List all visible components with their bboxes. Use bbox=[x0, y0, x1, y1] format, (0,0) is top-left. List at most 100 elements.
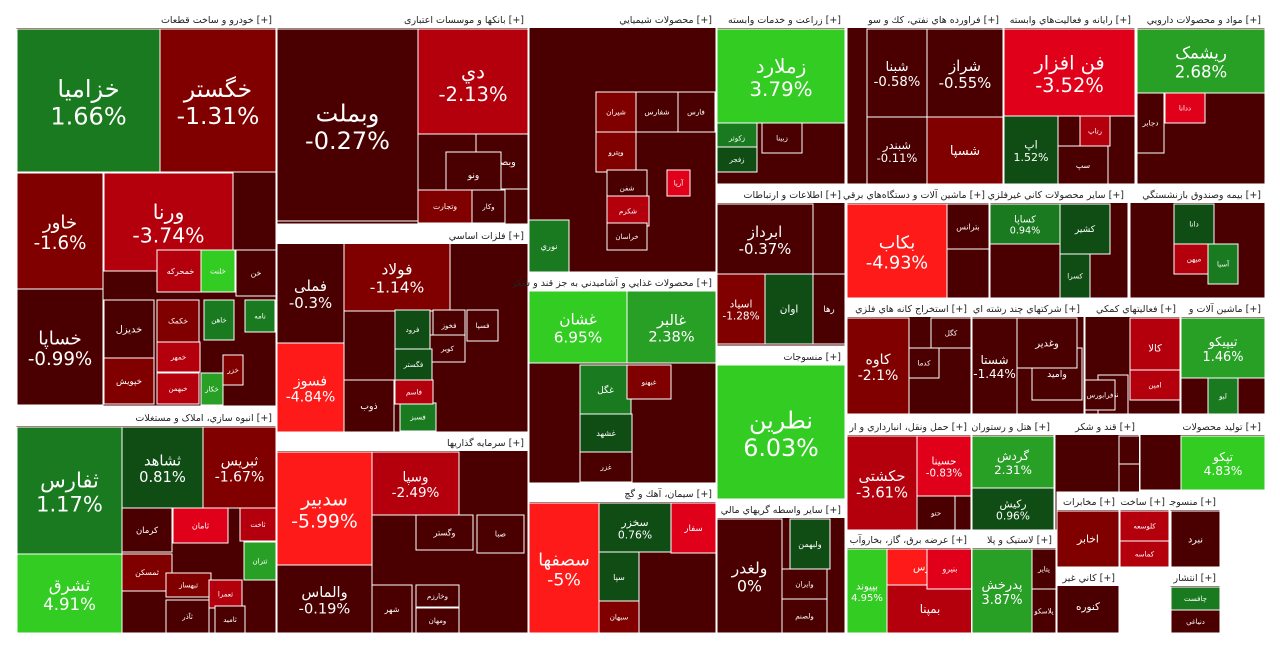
tile[interactable]: وکار bbox=[471, 189, 506, 224]
tile[interactable]: ومهان bbox=[415, 607, 460, 633]
tile[interactable]: فن افزار-3.52% bbox=[1004, 28, 1135, 117]
sector-30[interactable]: منسوجات [+] نبرد bbox=[1159, 491, 1221, 568]
tile[interactable]: کدما bbox=[908, 347, 940, 379]
tile[interactable]: سدبیر-5.99% bbox=[277, 451, 373, 566]
sector-28[interactable]: مخابرات [+] اخابر bbox=[1056, 491, 1120, 568]
tile[interactable]: کماسه bbox=[1120, 540, 1169, 567]
sector-32[interactable]: انتشار [+] چافست دنیاغي bbox=[1169, 567, 1221, 634]
sector-22[interactable]: حمل ونقل، انبارداري و ار [+]حکشتی-3.61%ح… bbox=[846, 416, 972, 531]
tile[interactable]: کویر bbox=[429, 334, 466, 363]
sector-header[interactable]: خودرو و ساخت قطعات [+] bbox=[161, 15, 272, 26]
tile[interactable]: وخارزم bbox=[415, 584, 460, 608]
tile[interactable]: دنیاغي bbox=[1170, 609, 1220, 633]
sector-header[interactable]: قند و شکر [+] bbox=[1074, 422, 1135, 433]
tile[interactable]: سصفها-5% bbox=[529, 502, 600, 633]
tile[interactable]: پتاير bbox=[1031, 548, 1056, 590]
tile[interactable]: وگستر bbox=[415, 514, 474, 551]
sector-header[interactable]: کاني غير [+] bbox=[1062, 573, 1115, 584]
sector-header[interactable]: زراعت و خدمات وابسته [+] bbox=[728, 15, 841, 26]
sector-header[interactable]: محصولات شيميايي [+] bbox=[619, 15, 712, 26]
tile[interactable]: حتو bbox=[916, 495, 956, 530]
sector-header[interactable]: منسوجات [+] bbox=[784, 352, 841, 363]
tile[interactable]: ولصنم bbox=[781, 598, 828, 633]
sector-18[interactable]: استخراج کانه هاي فلزي [+] کگل کدما کاوه-2.1… bbox=[846, 298, 972, 415]
tile[interactable]: ثبهساز bbox=[165, 572, 212, 598]
tile[interactable]: ثمسکن bbox=[121, 553, 173, 592]
sector-header[interactable]: محصولات غذايي و آشاميدني به جز قند و شکر… bbox=[511, 276, 712, 289]
tile[interactable]: رها bbox=[812, 273, 845, 345]
sector-header[interactable]: سرمايه گذاريها [+] bbox=[447, 437, 524, 449]
sector-9[interactable]: اطلاعات و ارتباطات [+]ابرداز-0.37%اسیاد-… bbox=[716, 184, 846, 347]
tile[interactable]: قثابت bbox=[1118, 463, 1179, 495]
tile[interactable]: خلنت bbox=[200, 249, 236, 293]
sector-header[interactable]: بيمه وصندوق بازنشستگي [+] bbox=[1142, 189, 1261, 201]
tile[interactable]: ددانا bbox=[1164, 92, 1206, 124]
tile[interactable]: شفارس bbox=[635, 91, 679, 133]
sector-15[interactable]: ماشين آلات و دستگاه‌هاي برقي [+] بکاب-4.9… bbox=[843, 184, 990, 299]
sector-header[interactable]: هتل و رستوران [+] bbox=[971, 422, 1050, 433]
sector-header[interactable]: سيمان، آهك و گچ [+] bbox=[624, 487, 712, 500]
sector-header[interactable]: ماشين آلات و [+] bbox=[1188, 302, 1261, 315]
tile[interactable]: شیران bbox=[595, 91, 637, 133]
sector-header[interactable]: ساير محصولات كاني غيرفلزي [+] bbox=[988, 190, 1124, 201]
tile[interactable]: شبندر-0.11% bbox=[866, 116, 928, 184]
tile[interactable]: پلاسکو bbox=[1031, 588, 1056, 633]
tile[interactable]: کشیر bbox=[1059, 203, 1111, 255]
tile[interactable]: شراز-0.55% bbox=[926, 28, 1003, 118]
sector-16[interactable]: ساير محصولات كاني غيرفلزي [+] کشیر کسرا کسا… bbox=[988, 184, 1129, 299]
tile[interactable]: ذوب bbox=[343, 379, 395, 432]
tile[interactable]: غگل bbox=[579, 364, 632, 416]
sector-header[interactable]: ساير واسطه گريهاي مالي [+] bbox=[721, 504, 841, 516]
tile[interactable]: زبینا bbox=[761, 122, 803, 154]
tile[interactable]: وتجارت bbox=[417, 189, 473, 224]
tile[interactable]: خمحرکه bbox=[156, 249, 205, 293]
tile[interactable]: خکمک bbox=[156, 299, 200, 343]
sector-header[interactable]: منسوجات [+] bbox=[1159, 497, 1216, 508]
tile[interactable]: شکرم bbox=[606, 195, 650, 227]
sector-2[interactable]: فلزات اساسي [+]فملی-0.3%فولاد-1.14%فسوز-… bbox=[276, 225, 529, 433]
sector-header[interactable]: فعاليتهاي کمکي [+] bbox=[1096, 304, 1176, 315]
tile[interactable]: نامه bbox=[244, 299, 276, 333]
sector-header[interactable]: بانکها و موسسات اعتباری [+] bbox=[404, 15, 524, 26]
tile[interactable]: حکشتی-3.61% bbox=[847, 435, 918, 530]
tile[interactable]: بترانس bbox=[946, 203, 989, 250]
tile[interactable]: چافست bbox=[1170, 586, 1220, 611]
tile[interactable]: ابرداز-0.37% bbox=[717, 203, 814, 275]
tile[interactable]: وسپا-2.49% bbox=[371, 451, 460, 516]
sector-17[interactable]: بيمه وصندوق بازنشستگي [+] دانا میهن آسیا bbox=[1129, 184, 1266, 299]
tile[interactable]: امین bbox=[1129, 369, 1180, 401]
tile[interactable]: وایران bbox=[781, 568, 828, 600]
tile[interactable]: خاور-1.6% bbox=[16, 172, 104, 290]
tile[interactable]: غشهد bbox=[579, 413, 633, 453]
tile[interactable]: خراسان bbox=[606, 222, 648, 251]
tile[interactable]: زفجر bbox=[717, 146, 758, 173]
sector-6[interactable]: محصولات غذايي و آشاميدني به جز قند و شکر… bbox=[511, 272, 717, 484]
sector-header[interactable]: مخابرات [+] bbox=[1063, 497, 1115, 508]
tile[interactable]: ثتران bbox=[243, 541, 276, 581]
tile[interactable]: ثامید bbox=[214, 605, 246, 633]
tile[interactable]: دانا bbox=[1173, 203, 1215, 245]
tile[interactable]: شسپا bbox=[926, 116, 1003, 184]
tile[interactable]: فاسم bbox=[394, 379, 434, 405]
sector-header[interactable]: رايانه و فعاليت‌هاي وابسته [+] bbox=[1010, 15, 1131, 26]
tile[interactable]: صبا bbox=[476, 514, 525, 554]
tile[interactable]: کگل bbox=[930, 317, 971, 349]
tile[interactable]: خگستر-1.31% bbox=[159, 28, 276, 173]
tile[interactable]: سبهان bbox=[598, 600, 640, 633]
tile[interactable]: خن bbox=[235, 249, 276, 297]
tile[interactable]: شهر bbox=[371, 584, 413, 633]
tile[interactable]: آریا bbox=[666, 169, 691, 197]
tile[interactable]: خاهن bbox=[203, 299, 235, 341]
tile[interactable]: ثاخت bbox=[239, 507, 276, 542]
